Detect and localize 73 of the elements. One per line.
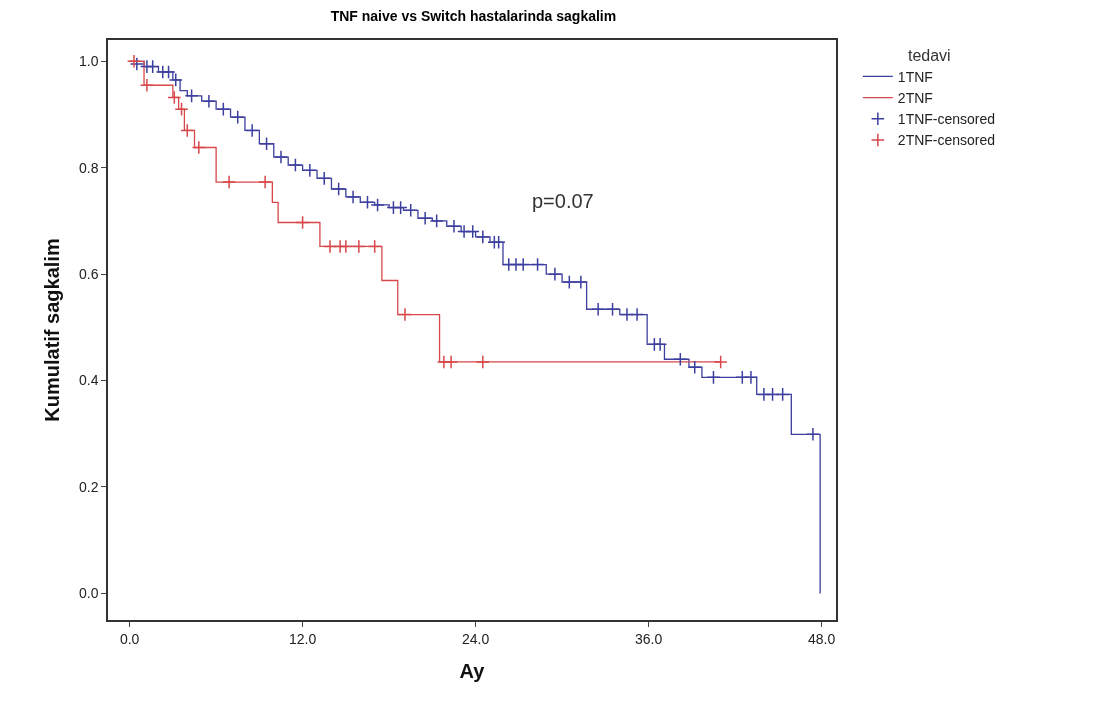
y-tick-label: 0.8: [78, 159, 99, 176]
point: [295, 215, 310, 230]
x-tick-label: 48.0: [807, 630, 836, 647]
point: [245, 123, 260, 138]
point: [475, 354, 490, 369]
point: [302, 163, 317, 178]
legend-label: 2TNF: [897, 90, 933, 107]
legend-label: 2TNF-censored: [897, 132, 996, 149]
point: [743, 370, 758, 385]
point: [174, 102, 189, 117]
point: [653, 337, 668, 352]
y-tick-label: 0.2: [78, 478, 99, 495]
point: [687, 360, 702, 375]
point: [317, 171, 332, 186]
chart-title: TNF naive vs Switch hastalarinda sagkalim: [330, 7, 617, 24]
x-tick-label: 12.0: [288, 630, 317, 647]
y-tick-label: 1.0: [78, 53, 99, 70]
point: [370, 197, 385, 212]
point: [331, 181, 346, 197]
y-tick-label: 0.6: [78, 266, 99, 283]
point: [547, 267, 562, 282]
point: [403, 203, 418, 218]
point: [201, 94, 216, 109]
point: [180, 123, 195, 138]
point: [191, 140, 206, 155]
annotation: p=0.07: [532, 190, 594, 212]
legend-label: 1TNF: [897, 68, 933, 85]
point: [346, 189, 361, 205]
point: [491, 235, 506, 250]
point: [351, 239, 366, 254]
point: [591, 302, 606, 317]
point: [288, 158, 303, 173]
point: [216, 102, 231, 117]
x-tick-label: 24.0: [461, 630, 490, 647]
point: [393, 200, 408, 215]
y-tick-label: 0.0: [78, 585, 99, 602]
point: [573, 275, 588, 290]
x-tick-label: 0.0: [119, 630, 140, 647]
point: [465, 224, 480, 239]
point: [367, 239, 382, 254]
point: [630, 307, 645, 322]
point: [139, 78, 154, 93]
point: [167, 90, 182, 105]
point: [444, 354, 459, 369]
point: [429, 213, 444, 228]
point: [446, 219, 462, 234]
point: [562, 275, 577, 290]
point: [397, 307, 413, 322]
point: [713, 354, 728, 369]
point: [418, 211, 433, 226]
point: [222, 175, 237, 190]
x-tick-label: 36.0: [634, 630, 663, 647]
point: [259, 136, 274, 151]
x-axis-title: Ay: [459, 659, 486, 682]
point: [230, 110, 245, 125]
point: [516, 257, 531, 272]
point: [673, 352, 688, 367]
point: [338, 239, 353, 254]
point: [145, 59, 160, 74]
y-tick-label: 0.4: [78, 372, 99, 389]
legend-label: 1TNF-censored: [897, 111, 996, 128]
point: [530, 257, 545, 272]
legend-title: tedavi: [907, 46, 951, 64]
point: [258, 175, 273, 190]
point: [805, 427, 820, 442]
point: [475, 229, 490, 244]
y-axis-title: Kumulatif sagkalim: [40, 238, 63, 422]
point: [775, 387, 790, 402]
point: [273, 150, 289, 165]
point: [184, 88, 199, 103]
point: [706, 370, 721, 385]
point: [605, 302, 620, 317]
point: [360, 195, 375, 210]
